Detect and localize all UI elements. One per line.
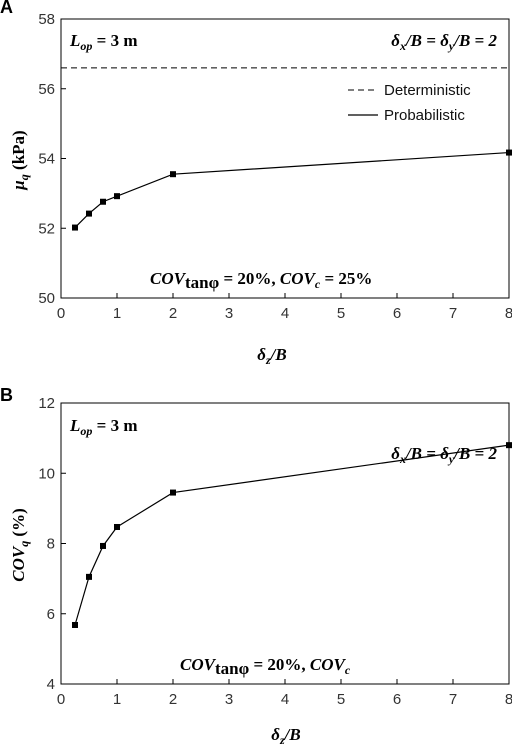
y-tick-label: 50 (38, 290, 55, 307)
panel-a-plot-frame (60, 18, 510, 299)
y-tick-label: 4 (47, 676, 55, 693)
panel-a-y-axis-label: μq (kPa) (9, 130, 31, 190)
x-tick-label: 3 (225, 305, 233, 322)
x-tick-label: 6 (393, 691, 401, 708)
y-tick-label: 12 (38, 395, 55, 412)
x-tick-label: 4 (281, 691, 289, 708)
x-tick-label: 0 (57, 691, 65, 708)
x-tick-label: 8 (505, 691, 512, 708)
x-tick-label: 5 (337, 691, 345, 708)
panel-a-cov-annotation: COVtanφ = 20%, COVc = 25% (150, 269, 372, 292)
y-tick-label: 54 (38, 151, 55, 168)
panel-b-lop-annotation: Lop = 3 m (69, 416, 138, 438)
x-tick-label: 5 (337, 305, 345, 322)
panel-b-y-axis-label: COVq (%) (9, 508, 31, 582)
panel-b-delta-annotation: δx/B = δy/B = 2 (391, 444, 497, 466)
panel-b-x-axis-label: δz/B (271, 725, 300, 747)
data-point-marker (72, 621, 78, 628)
panel-b-y-ticks: 4 6 8 10 12 (38, 395, 66, 693)
panel-a-x-ticks: 0 1 2 3 4 5 6 7 8 (57, 293, 512, 322)
y-tick-label: 10 (38, 465, 55, 482)
data-point-marker (72, 224, 78, 231)
x-tick-label: 7 (449, 305, 457, 322)
x-tick-label: 6 (393, 305, 401, 322)
data-point-marker (506, 149, 512, 156)
y-tick-label: 6 (47, 606, 55, 623)
panel-a-lop-annotation: Lop = 3 m (69, 31, 138, 53)
x-tick-label: 2 (169, 691, 177, 708)
panel-a-x-axis-label: δz/B (257, 345, 286, 367)
probabilistic-line (74, 151, 510, 228)
panel-a-y-ticks: 50 52 54 56 58 (38, 11, 66, 307)
y-tick-label: 52 (38, 220, 55, 237)
panel-a-letter: A (0, 0, 13, 17)
data-point-marker (170, 171, 176, 178)
data-point-marker (100, 542, 106, 549)
x-tick-label: 4 (281, 305, 289, 322)
probabilistic-line (74, 444, 510, 626)
y-tick-label: 8 (47, 536, 55, 553)
y-tick-label: 56 (38, 81, 55, 98)
x-tick-label: 8 (505, 305, 512, 322)
panel-b-letter: B (0, 385, 13, 405)
panel-b-x-ticks: 0 1 2 3 4 5 6 7 8 (57, 679, 512, 708)
legend-deterministic-label: Deterministic (384, 82, 471, 99)
data-point-marker (114, 523, 120, 530)
panel-a-series (61, 67, 512, 231)
data-point-marker (86, 573, 92, 580)
legend-probabilistic-label: Probabilistic (384, 107, 465, 124)
panel-a-legend: Deterministic Probabilistic (348, 82, 471, 124)
x-tick-label: 1 (113, 305, 121, 322)
data-point-marker (114, 193, 120, 200)
x-tick-label: 7 (449, 691, 457, 708)
panel-a-delta-annotation: δx/B = δy/B = 2 (391, 31, 497, 53)
x-tick-label: 1 (113, 691, 121, 708)
panel-b-series (72, 442, 512, 628)
x-tick-label: 2 (169, 305, 177, 322)
y-tick-label: 58 (38, 11, 55, 28)
data-point-marker (100, 198, 106, 205)
panel-b-cov-annotation: COVtanφ = 20%, COVc (180, 655, 351, 678)
x-tick-label: 0 (57, 305, 65, 322)
data-point-marker (170, 489, 176, 496)
data-point-marker (86, 210, 92, 217)
x-tick-label: 3 (225, 691, 233, 708)
data-point-marker (506, 442, 512, 449)
